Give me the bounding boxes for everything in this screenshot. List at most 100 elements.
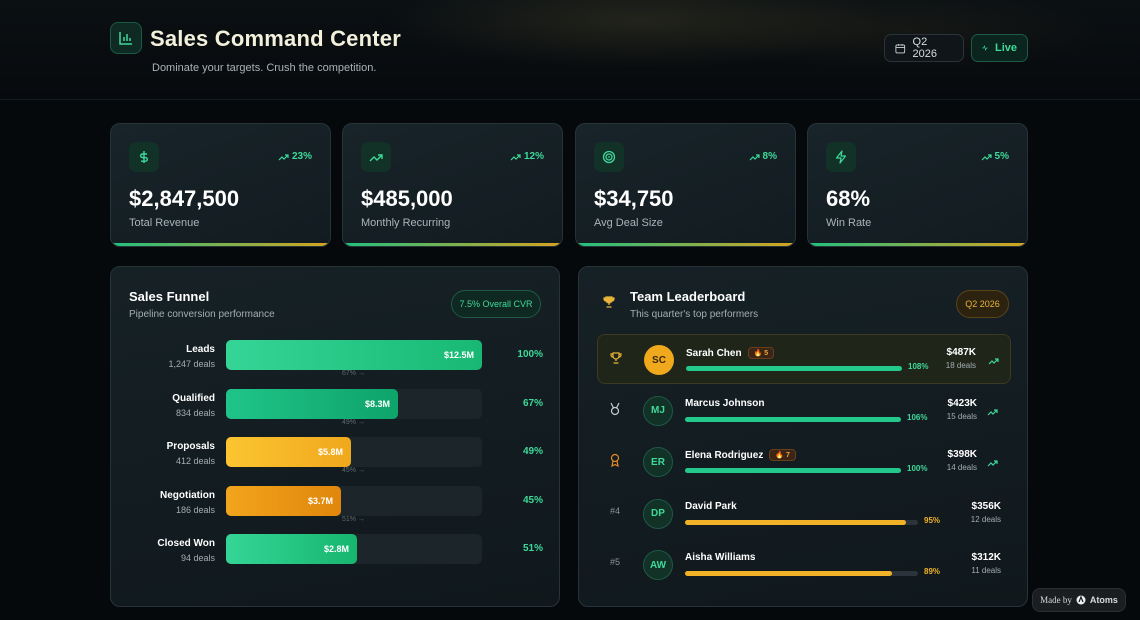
member-deals: 14 deals xyxy=(946,463,977,472)
stage-name: Leads xyxy=(186,344,215,355)
member-amount: $312K xyxy=(971,552,1001,563)
kpi-label: Avg Deal Size xyxy=(594,217,663,229)
period-badge: Q2 2026 xyxy=(956,290,1009,318)
stage-track: $2.8M xyxy=(226,534,482,564)
trending-up-icon xyxy=(749,153,760,160)
live-label: Live xyxy=(994,42,1017,54)
funnel-stage[interactable]: Negotiation 186 deals $3.7M 45% 51% → xyxy=(111,485,561,526)
leaderboard-title: Team Leaderboard xyxy=(630,289,746,304)
funnel-stage[interactable]: Leads 1,247 deals $12.5M 100% 67% → xyxy=(111,340,561,380)
stage-value: $3.7M xyxy=(307,495,333,506)
avatar: ER xyxy=(643,447,673,477)
member-name: Aisha Williams xyxy=(685,552,756,563)
stage-deals: 186 deals xyxy=(175,504,215,515)
quota-percent: 100% xyxy=(907,464,928,473)
stage-track: $5.8M xyxy=(226,437,482,467)
stage-track: $3.7M xyxy=(226,485,482,516)
funnel-title: Sales Funnel xyxy=(129,289,210,304)
trending-up-icon xyxy=(278,153,289,160)
quota-track xyxy=(685,468,901,473)
kpi-label: Win Rate xyxy=(826,217,872,229)
avatar: MJ xyxy=(643,395,673,426)
live-button[interactable]: Live xyxy=(971,34,1028,62)
overall-cvr-badge: 7.5% Overall CVR xyxy=(451,290,541,318)
member-deals: 11 deals xyxy=(971,566,1001,575)
kpi-trend: 8% xyxy=(749,151,777,162)
member-deals: 15 deals xyxy=(946,411,977,421)
quota-bar xyxy=(685,571,892,576)
stage-track: $8.3M xyxy=(226,388,482,419)
quota-track xyxy=(685,416,901,422)
stage-percent: 51% xyxy=(522,543,543,554)
kpi-value: $2,847,500 xyxy=(129,186,240,211)
kpi-value: 68% xyxy=(826,186,871,211)
trophy-icon xyxy=(602,295,616,314)
stage-value: $5.8M xyxy=(317,447,343,457)
target-icon xyxy=(594,142,624,172)
member-name: Marcus Johnson xyxy=(685,397,765,409)
dollar-icon xyxy=(129,142,159,172)
quota-percent: 89% xyxy=(924,567,941,576)
avatar: AW xyxy=(643,550,673,580)
sales-funnel-panel: Sales Funnel Pipeline conversion perform… xyxy=(110,266,560,607)
kpi-value: $34,750 xyxy=(594,186,674,211)
stage-bar: $5.8M xyxy=(226,437,351,467)
stage-percent: 45% xyxy=(522,494,543,506)
kpi-card-revenue: 23% $2,847,500 Total Revenue xyxy=(110,123,331,247)
kpi-value: $485,000 xyxy=(361,186,453,211)
leaderboard-row[interactable]: ER Elena Rodriguez 🔥 7 100% $398K 14 deals xyxy=(597,437,1011,487)
quota-bar xyxy=(686,366,902,371)
rank-label: #4 xyxy=(609,505,620,516)
rank-label: #5 xyxy=(609,557,620,567)
kpi-label: Total Revenue xyxy=(129,217,200,229)
stage-name: Closed Won xyxy=(157,538,215,549)
trending-up-icon xyxy=(510,153,521,160)
calendar-icon xyxy=(895,43,906,53)
stage-name: Negotiation xyxy=(160,489,215,501)
member-amount: $487K xyxy=(946,347,976,358)
stage-percent: 49% xyxy=(522,446,543,457)
leaderboard-row[interactable]: MJ Marcus Johnson 106% $423K 15 deals xyxy=(597,386,1011,436)
leaderboard-row[interactable]: SC Sarah Chen 🔥 5 108% $487K 18 deals xyxy=(597,334,1011,384)
stage-name: Proposals xyxy=(166,441,215,452)
atoms-logo-icon xyxy=(1076,595,1086,605)
leaderboard-row[interactable]: #5 AW Aisha Williams 89% $312K 11 deals xyxy=(597,540,1011,590)
funnel-subtitle: Pipeline conversion performance xyxy=(129,309,275,320)
streak-badge: 🔥 5 xyxy=(747,347,775,359)
stage-percent: 100% xyxy=(517,349,543,360)
stage-bar: $8.3M xyxy=(226,388,398,419)
kpi-label: Monthly Recurring xyxy=(361,217,451,229)
quota-percent: 106% xyxy=(907,412,928,422)
quota-bar xyxy=(685,416,901,422)
period-button[interactable]: Q2 2026 xyxy=(884,34,964,62)
kpi-trend: 5% xyxy=(981,151,1009,162)
stage-deals: 412 deals xyxy=(175,456,215,466)
stage-value: $8.3M xyxy=(364,398,390,409)
member-amount: $423K xyxy=(947,397,977,409)
funnel-stage[interactable]: Qualified 834 deals $8.3M 67% 49% → xyxy=(111,388,561,429)
stage-value: $12.5M xyxy=(443,350,474,360)
trending-up-icon xyxy=(987,403,998,421)
stage-conversion: 45% → xyxy=(342,467,365,474)
streak-badge: 🔥 7 xyxy=(769,449,796,461)
kpi-trend: 12% xyxy=(510,151,544,162)
award-icon xyxy=(607,453,623,469)
quota-bar xyxy=(685,468,901,473)
kpi-card-mrr: 12% $485,000 Monthly Recurring xyxy=(342,123,563,247)
zap-icon xyxy=(826,142,856,172)
funnel-stage[interactable]: Proposals 412 deals $5.8M 49% 45% → xyxy=(111,437,561,477)
stage-deals: 94 deals xyxy=(180,553,215,563)
stage-percent: 67% xyxy=(522,397,543,409)
stage-name: Qualified xyxy=(172,392,215,404)
leaderboard-row[interactable]: #4 DP David Park 95% $356K 12 deals xyxy=(597,489,1011,539)
stage-deals: 834 deals xyxy=(175,407,215,418)
member-amount: $356K xyxy=(971,500,1001,512)
stage-conversion: 49% → xyxy=(342,418,365,426)
stage-conversion: 67% → xyxy=(342,370,365,377)
kpi-card-avg-deal: 8% $34,750 Avg Deal Size xyxy=(575,123,796,247)
made-by-badge[interactable]: Made by Atoms xyxy=(1032,588,1126,612)
quota-percent: 108% xyxy=(908,362,929,371)
funnel-stage[interactable]: Closed Won 94 deals $2.8M 51% xyxy=(111,534,561,574)
stage-bar: $3.7M xyxy=(226,485,341,516)
bar-chart-icon xyxy=(110,22,142,54)
